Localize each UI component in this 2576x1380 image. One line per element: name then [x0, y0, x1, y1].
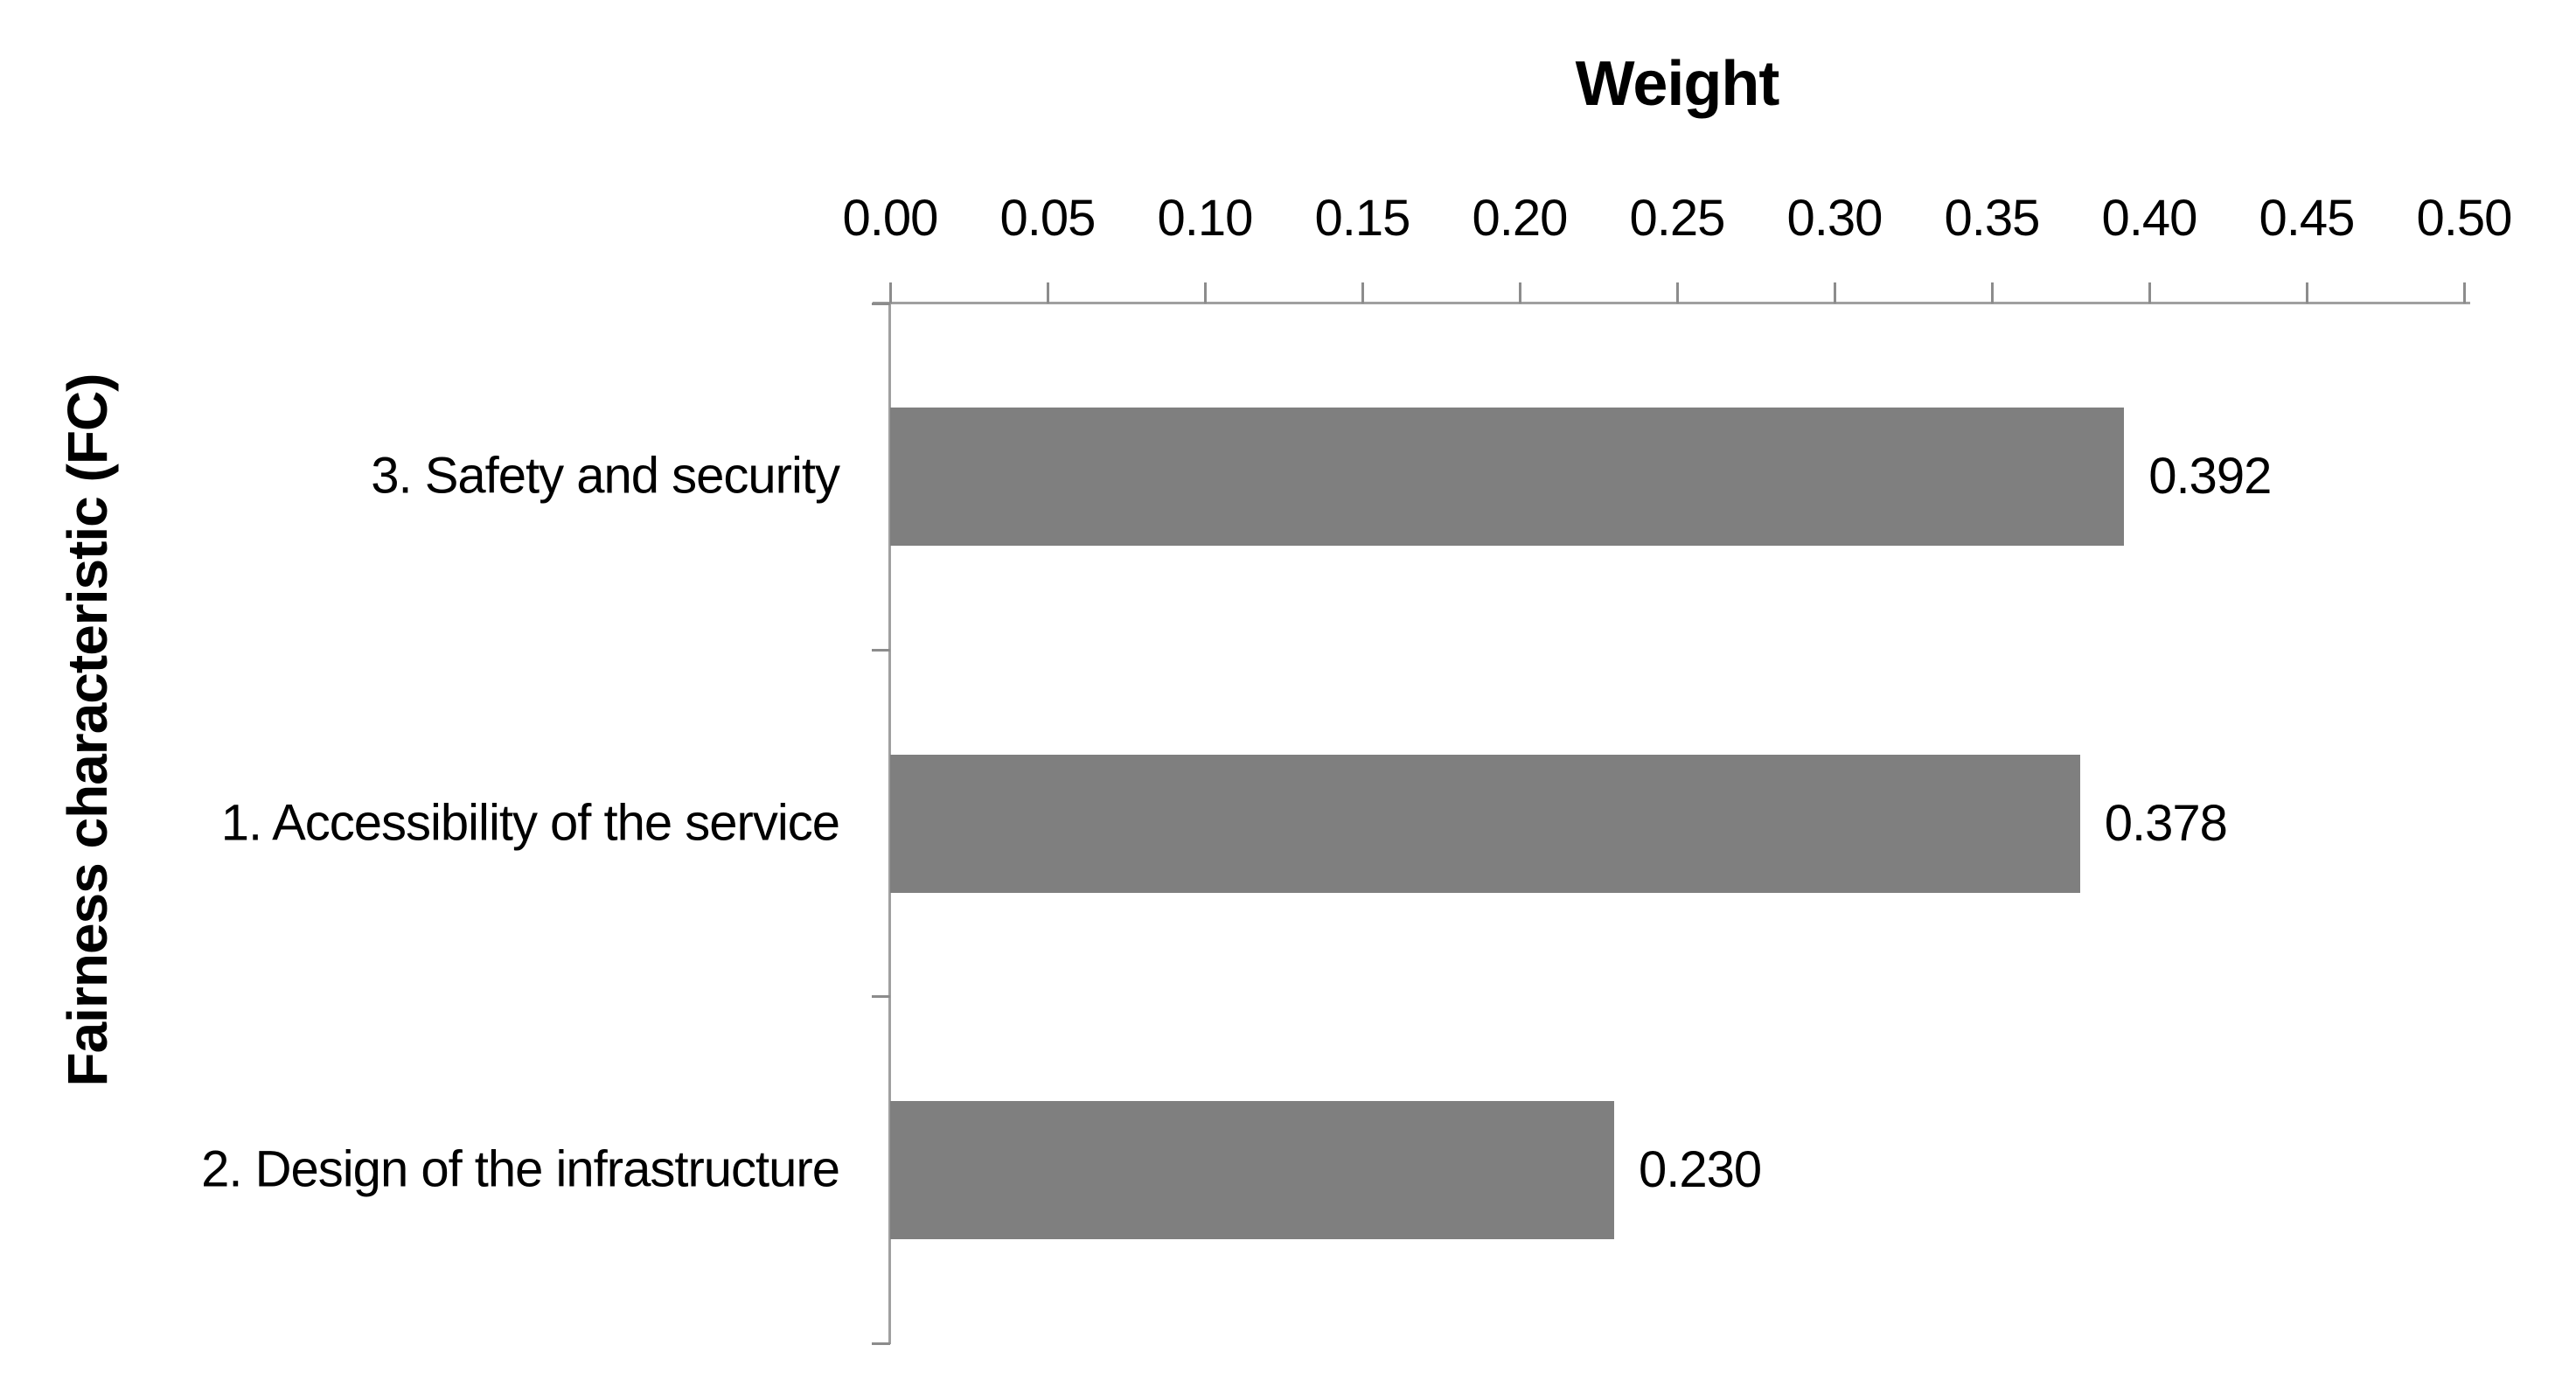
x-tick-mark	[1990, 282, 1994, 303]
category-label: 2. Design of the infrastructure	[201, 1140, 840, 1198]
x-tick-label: 0.05	[999, 190, 1097, 247]
x-tick-mark	[1203, 282, 1207, 303]
x-tick-mark	[1361, 282, 1364, 303]
bar	[890, 754, 2080, 893]
bar	[890, 1100, 1614, 1239]
x-tick-label: 0.35	[1944, 190, 2041, 247]
category-label: 1. Accessibility of the service	[220, 794, 840, 852]
x-tick-label: 0.30	[1786, 190, 1883, 247]
category-label: 3. Safety and security	[371, 447, 840, 505]
y-tick-mark	[872, 302, 890, 305]
value-label: 0.392	[2148, 448, 2272, 505]
value-label: 0.378	[2104, 794, 2228, 852]
x-tick-label: 0.20	[1472, 190, 1569, 247]
x-tick-mark	[2462, 282, 2466, 303]
y-tick-mark	[872, 648, 890, 652]
x-tick-mark	[1518, 282, 1521, 303]
x-tick-label: 0.10	[1157, 190, 1254, 247]
x-tick-label: 0.25	[1629, 190, 1726, 247]
value-label: 0.230	[1639, 1140, 1762, 1198]
y-tick-mark	[872, 995, 890, 999]
x-tick-mark	[2305, 282, 2308, 303]
x-tick-mark	[888, 282, 892, 303]
x-tick-mark	[2148, 282, 2151, 303]
bar	[890, 408, 2125, 547]
x-tick-label: 0.40	[2101, 190, 2198, 247]
y-tick-mark	[872, 1342, 890, 1345]
x-tick-label: 0.15	[1314, 190, 1411, 247]
y-axis-line	[888, 302, 891, 1344]
chart-title: Weight	[1575, 49, 1780, 119]
x-tick-mark	[1833, 282, 1836, 303]
x-tick-label: 0.00	[842, 190, 939, 247]
x-tick-label: 0.50	[2416, 190, 2513, 247]
x-tick-mark	[1046, 282, 1049, 303]
x-tick-label: 0.45	[2259, 190, 2356, 247]
x-axis-line	[873, 302, 2470, 304]
x-tick-mark	[1675, 282, 1679, 303]
